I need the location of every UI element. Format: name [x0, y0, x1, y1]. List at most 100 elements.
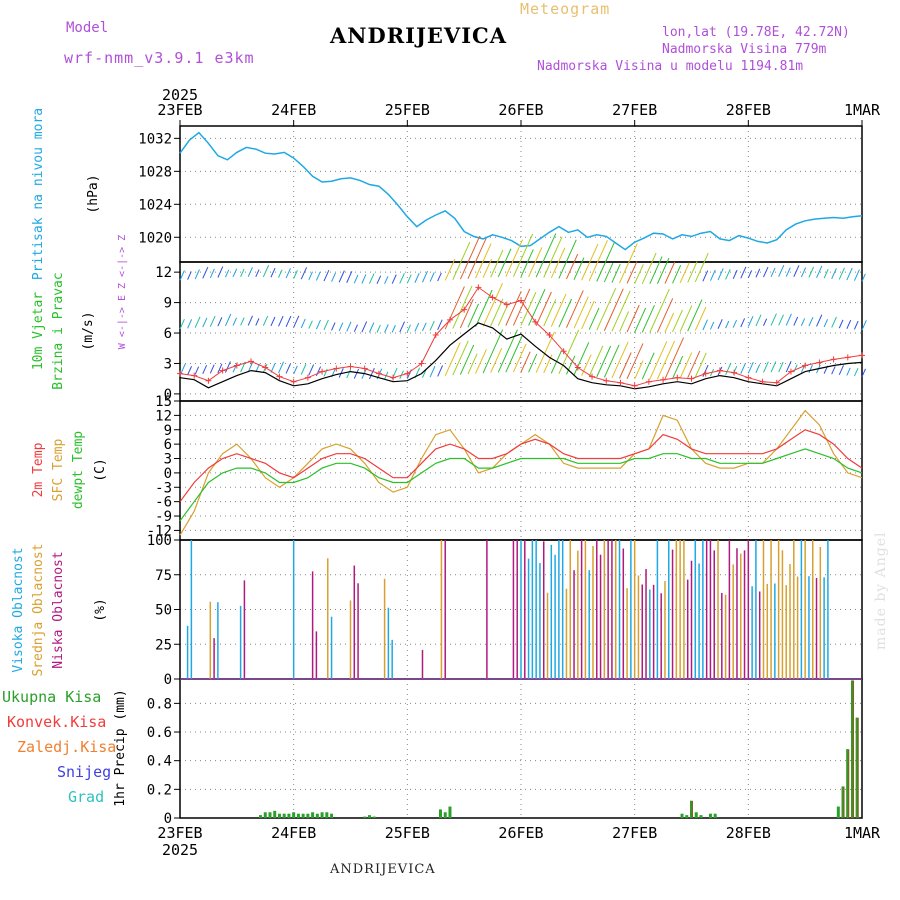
- wind-barb: [528, 288, 546, 326]
- wind-barb: [255, 269, 260, 277]
- wind-gust-marker: [290, 378, 297, 385]
- wind-barb: [581, 300, 595, 330]
- precip-axis-title: 1hr Precip (mm): [113, 689, 128, 806]
- wind-barb: [664, 261, 676, 284]
- wind-barb: [634, 307, 647, 333]
- wind-barb: [581, 243, 599, 281]
- wind-barb: [672, 355, 684, 379]
- wind-barb: [475, 243, 492, 279]
- wind-barb: [202, 364, 208, 375]
- wind-gust-marker: [773, 379, 780, 386]
- wind-barb: [346, 369, 352, 379]
- cloud-axis-title-0: Visoka Oblacnost: [11, 547, 26, 672]
- wind-barb: [232, 268, 238, 278]
- wind-gust-marker: [688, 375, 695, 382]
- wind-gust-marker: [347, 363, 354, 370]
- wind-barb: [641, 305, 655, 333]
- x-tick-label-top: 23FEB: [157, 101, 202, 119]
- wind-barb: [384, 276, 389, 285]
- footer-station: ANDRIJEVICA: [330, 862, 436, 877]
- wind-barb: [747, 270, 753, 279]
- temperature-tick-label: 3: [164, 452, 172, 468]
- wind-barb: [770, 313, 777, 326]
- wind-unit: (m/s): [81, 311, 96, 350]
- wind-barb: [467, 353, 478, 375]
- wind-barb: [482, 258, 492, 278]
- wind-tick-label: 6: [164, 326, 172, 342]
- wind-barb: [528, 353, 538, 373]
- wind-barb: [278, 269, 283, 278]
- wind-gust-marker: [390, 374, 397, 381]
- wind-barb: [331, 322, 336, 331]
- precip-bar: [685, 815, 689, 818]
- wind-gust-marker: [333, 365, 340, 372]
- wind-gust-marker: [844, 354, 851, 361]
- wind-barb: [429, 365, 436, 378]
- clouds-tick-label: 75: [155, 568, 172, 584]
- wind-barb: [808, 266, 815, 278]
- clouds-tick-label: 100: [147, 533, 172, 549]
- wind-barb: [558, 239, 577, 279]
- cloud-axis-title-2: Niska Oblacnost: [51, 551, 66, 668]
- wind-barb: [323, 270, 330, 282]
- x-tick-label-top: 28FEB: [726, 101, 771, 119]
- wind-barb: [384, 324, 389, 333]
- wind-barb: [482, 283, 503, 327]
- wind-barb: [649, 256, 663, 285]
- lonlat-label: lon,lat (19.78E, 42.72N): [662, 25, 850, 40]
- wind-gust-marker: [731, 369, 738, 376]
- wind-barb: [293, 365, 298, 375]
- wind-barb: [634, 360, 644, 380]
- wind-barb: [694, 306, 707, 331]
- wind-barb: [816, 265, 823, 278]
- wind-barb: [497, 248, 512, 278]
- wind-gust-marker: [432, 332, 439, 339]
- wind-barb: [535, 331, 555, 373]
- wind-gust-marker: [262, 364, 269, 371]
- wind-gust-marker: [802, 362, 809, 369]
- wind-gust-marker: [759, 378, 766, 385]
- precip-bar: [363, 816, 367, 818]
- wind-axis-title-1: 10m Vjetar: [31, 292, 46, 370]
- wind-gust-marker: [518, 297, 524, 304]
- precip-bar: [367, 815, 371, 818]
- wind-barb: [778, 264, 785, 277]
- wind-barb: [528, 247, 543, 278]
- wind-gust-marker: [205, 377, 212, 384]
- wind-barb: [300, 363, 307, 375]
- wind-gust-marker: [787, 368, 794, 375]
- precip-bar: [320, 812, 324, 818]
- wind-barb: [187, 366, 192, 376]
- wind-barb: [376, 275, 382, 285]
- precip-bar: [438, 809, 442, 818]
- precip-bar: [325, 812, 329, 818]
- wind-barb: [285, 363, 291, 374]
- wind-tick-label: 12: [155, 265, 172, 281]
- wind-barb: [459, 344, 475, 375]
- wind-barb: [308, 320, 313, 329]
- wind-barb: [490, 347, 503, 373]
- wind-barb: [846, 267, 853, 281]
- wind-barb: [747, 315, 754, 327]
- wind-barb: [520, 351, 531, 373]
- wind-barb: [626, 343, 644, 379]
- wind-barb: [202, 317, 208, 328]
- wind-barb: [452, 241, 471, 281]
- x-tick-label-bottom: 26FEB: [498, 824, 543, 842]
- wind-gust-marker: [219, 367, 226, 374]
- wind-barb: [664, 312, 675, 333]
- pressure-axis-title: Pritisak na nivou mora: [31, 108, 46, 280]
- precip-bar: [694, 812, 698, 818]
- pressure-panel: 1020 1024 1028 1032: [138, 125, 863, 263]
- wind-barb: [444, 286, 465, 330]
- wind-barb: [399, 273, 405, 284]
- wind-barb: [315, 271, 321, 281]
- wind-barb: [490, 298, 504, 327]
- wind-gust-marker: [603, 377, 610, 384]
- wind-barb: [800, 267, 807, 278]
- temp-axis-title-1: SFC Temp: [51, 439, 66, 502]
- wind-barb: [596, 345, 612, 378]
- wind-barb: [475, 349, 487, 374]
